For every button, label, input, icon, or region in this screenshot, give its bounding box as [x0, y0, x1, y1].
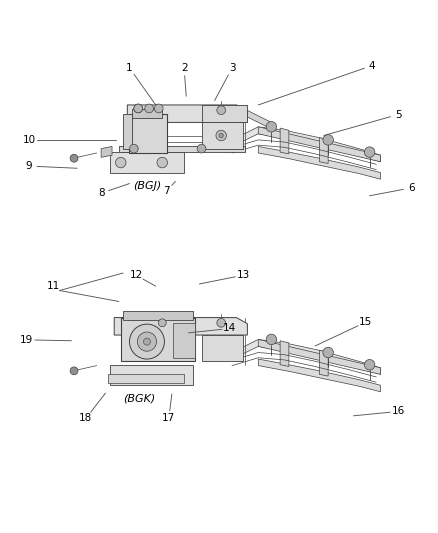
Text: 18: 18 [79, 414, 92, 423]
Text: 9: 9 [26, 161, 32, 171]
Polygon shape [123, 114, 132, 149]
Text: 3: 3 [229, 63, 235, 73]
Polygon shape [108, 374, 184, 383]
Polygon shape [228, 127, 381, 161]
Polygon shape [114, 318, 247, 335]
Polygon shape [258, 359, 381, 392]
Polygon shape [258, 340, 381, 374]
Polygon shape [201, 335, 243, 361]
Circle shape [134, 104, 143, 113]
Circle shape [364, 147, 375, 157]
Text: 19: 19 [20, 335, 34, 345]
Circle shape [116, 157, 126, 168]
Polygon shape [280, 341, 289, 367]
Text: (BGK): (BGK) [124, 394, 155, 404]
Polygon shape [228, 340, 381, 374]
Polygon shape [110, 365, 193, 385]
Polygon shape [110, 152, 184, 173]
Circle shape [158, 319, 166, 327]
Circle shape [154, 104, 163, 113]
Text: 17: 17 [162, 414, 175, 423]
Polygon shape [121, 318, 195, 361]
Text: 13: 13 [237, 270, 250, 280]
Circle shape [364, 359, 375, 370]
Circle shape [323, 348, 333, 358]
Text: 2: 2 [181, 63, 187, 73]
Circle shape [70, 154, 78, 162]
Circle shape [266, 122, 277, 132]
Polygon shape [101, 147, 112, 157]
Text: 11: 11 [46, 281, 60, 291]
Polygon shape [258, 127, 381, 161]
Polygon shape [319, 350, 328, 376]
Text: 5: 5 [395, 110, 401, 119]
Polygon shape [132, 109, 162, 118]
Text: 10: 10 [22, 135, 35, 145]
Circle shape [266, 334, 277, 345]
Text: 4: 4 [368, 61, 375, 71]
Polygon shape [127, 105, 247, 123]
Circle shape [138, 332, 156, 351]
Polygon shape [201, 123, 243, 149]
Polygon shape [119, 147, 245, 152]
Circle shape [144, 338, 150, 345]
Text: 6: 6 [408, 183, 414, 193]
Circle shape [70, 367, 78, 375]
Polygon shape [173, 323, 195, 358]
Text: 7: 7 [163, 187, 170, 196]
Circle shape [323, 135, 333, 145]
Circle shape [197, 144, 206, 153]
Polygon shape [237, 105, 272, 129]
Circle shape [157, 157, 167, 168]
Text: (BGJ): (BGJ) [133, 181, 161, 191]
Text: 16: 16 [392, 407, 405, 416]
Circle shape [217, 106, 226, 115]
Polygon shape [130, 114, 166, 153]
Text: 8: 8 [98, 188, 104, 198]
Circle shape [217, 318, 226, 327]
Polygon shape [201, 105, 247, 123]
Polygon shape [319, 138, 328, 164]
Text: 15: 15 [359, 317, 372, 327]
Text: 12: 12 [129, 270, 143, 280]
Polygon shape [258, 147, 381, 179]
Polygon shape [280, 128, 289, 154]
Circle shape [145, 104, 153, 113]
Polygon shape [123, 311, 193, 320]
Circle shape [216, 130, 226, 141]
Circle shape [130, 324, 164, 359]
Circle shape [219, 133, 223, 138]
Circle shape [130, 144, 138, 153]
Circle shape [134, 104, 143, 113]
Text: 1: 1 [126, 63, 133, 73]
Text: 14: 14 [223, 324, 237, 334]
